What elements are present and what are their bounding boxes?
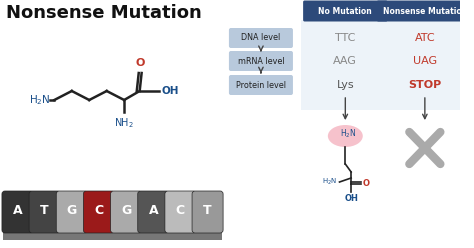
Text: H$_2$N: H$_2$N xyxy=(29,93,51,107)
FancyBboxPatch shape xyxy=(3,230,222,240)
FancyBboxPatch shape xyxy=(192,191,223,233)
Text: Protein level: Protein level xyxy=(236,81,286,90)
Text: O: O xyxy=(363,179,370,187)
Text: DNA level: DNA level xyxy=(241,33,281,42)
Text: T: T xyxy=(203,204,212,217)
FancyBboxPatch shape xyxy=(229,28,293,48)
Text: NH$_2$: NH$_2$ xyxy=(114,116,134,130)
Text: OH: OH xyxy=(344,194,358,203)
Text: AAG: AAG xyxy=(333,56,357,66)
FancyBboxPatch shape xyxy=(29,191,60,233)
Text: No Mutation: No Mutation xyxy=(319,6,372,15)
Text: C: C xyxy=(94,204,103,217)
FancyBboxPatch shape xyxy=(138,191,169,233)
FancyBboxPatch shape xyxy=(83,191,114,233)
FancyBboxPatch shape xyxy=(229,75,293,95)
FancyBboxPatch shape xyxy=(110,191,142,233)
Text: A: A xyxy=(148,204,158,217)
Text: TTC: TTC xyxy=(335,33,356,43)
Text: mRNA level: mRNA level xyxy=(237,57,284,65)
Text: OH: OH xyxy=(161,86,179,96)
Text: G: G xyxy=(67,204,77,217)
Text: H$_2$N: H$_2$N xyxy=(340,128,356,140)
Text: ATC: ATC xyxy=(415,33,435,43)
Ellipse shape xyxy=(328,125,363,147)
Text: STOP: STOP xyxy=(408,80,441,90)
Text: H$_2$N: H$_2$N xyxy=(322,177,337,187)
Text: A: A xyxy=(13,204,22,217)
FancyBboxPatch shape xyxy=(2,191,33,233)
FancyBboxPatch shape xyxy=(229,51,293,71)
Text: Nonsense Mutation: Nonsense Mutation xyxy=(6,4,201,22)
Text: Nonsense Mutation: Nonsense Mutation xyxy=(383,6,467,15)
Text: T: T xyxy=(40,204,49,217)
Text: UAG: UAG xyxy=(413,56,437,66)
FancyBboxPatch shape xyxy=(301,20,474,110)
Text: G: G xyxy=(121,204,131,217)
FancyBboxPatch shape xyxy=(56,191,87,233)
Text: O: O xyxy=(136,58,146,68)
Text: C: C xyxy=(176,204,185,217)
FancyBboxPatch shape xyxy=(303,0,388,22)
FancyBboxPatch shape xyxy=(165,191,196,233)
FancyBboxPatch shape xyxy=(377,0,473,22)
Text: Lys: Lys xyxy=(337,80,354,90)
